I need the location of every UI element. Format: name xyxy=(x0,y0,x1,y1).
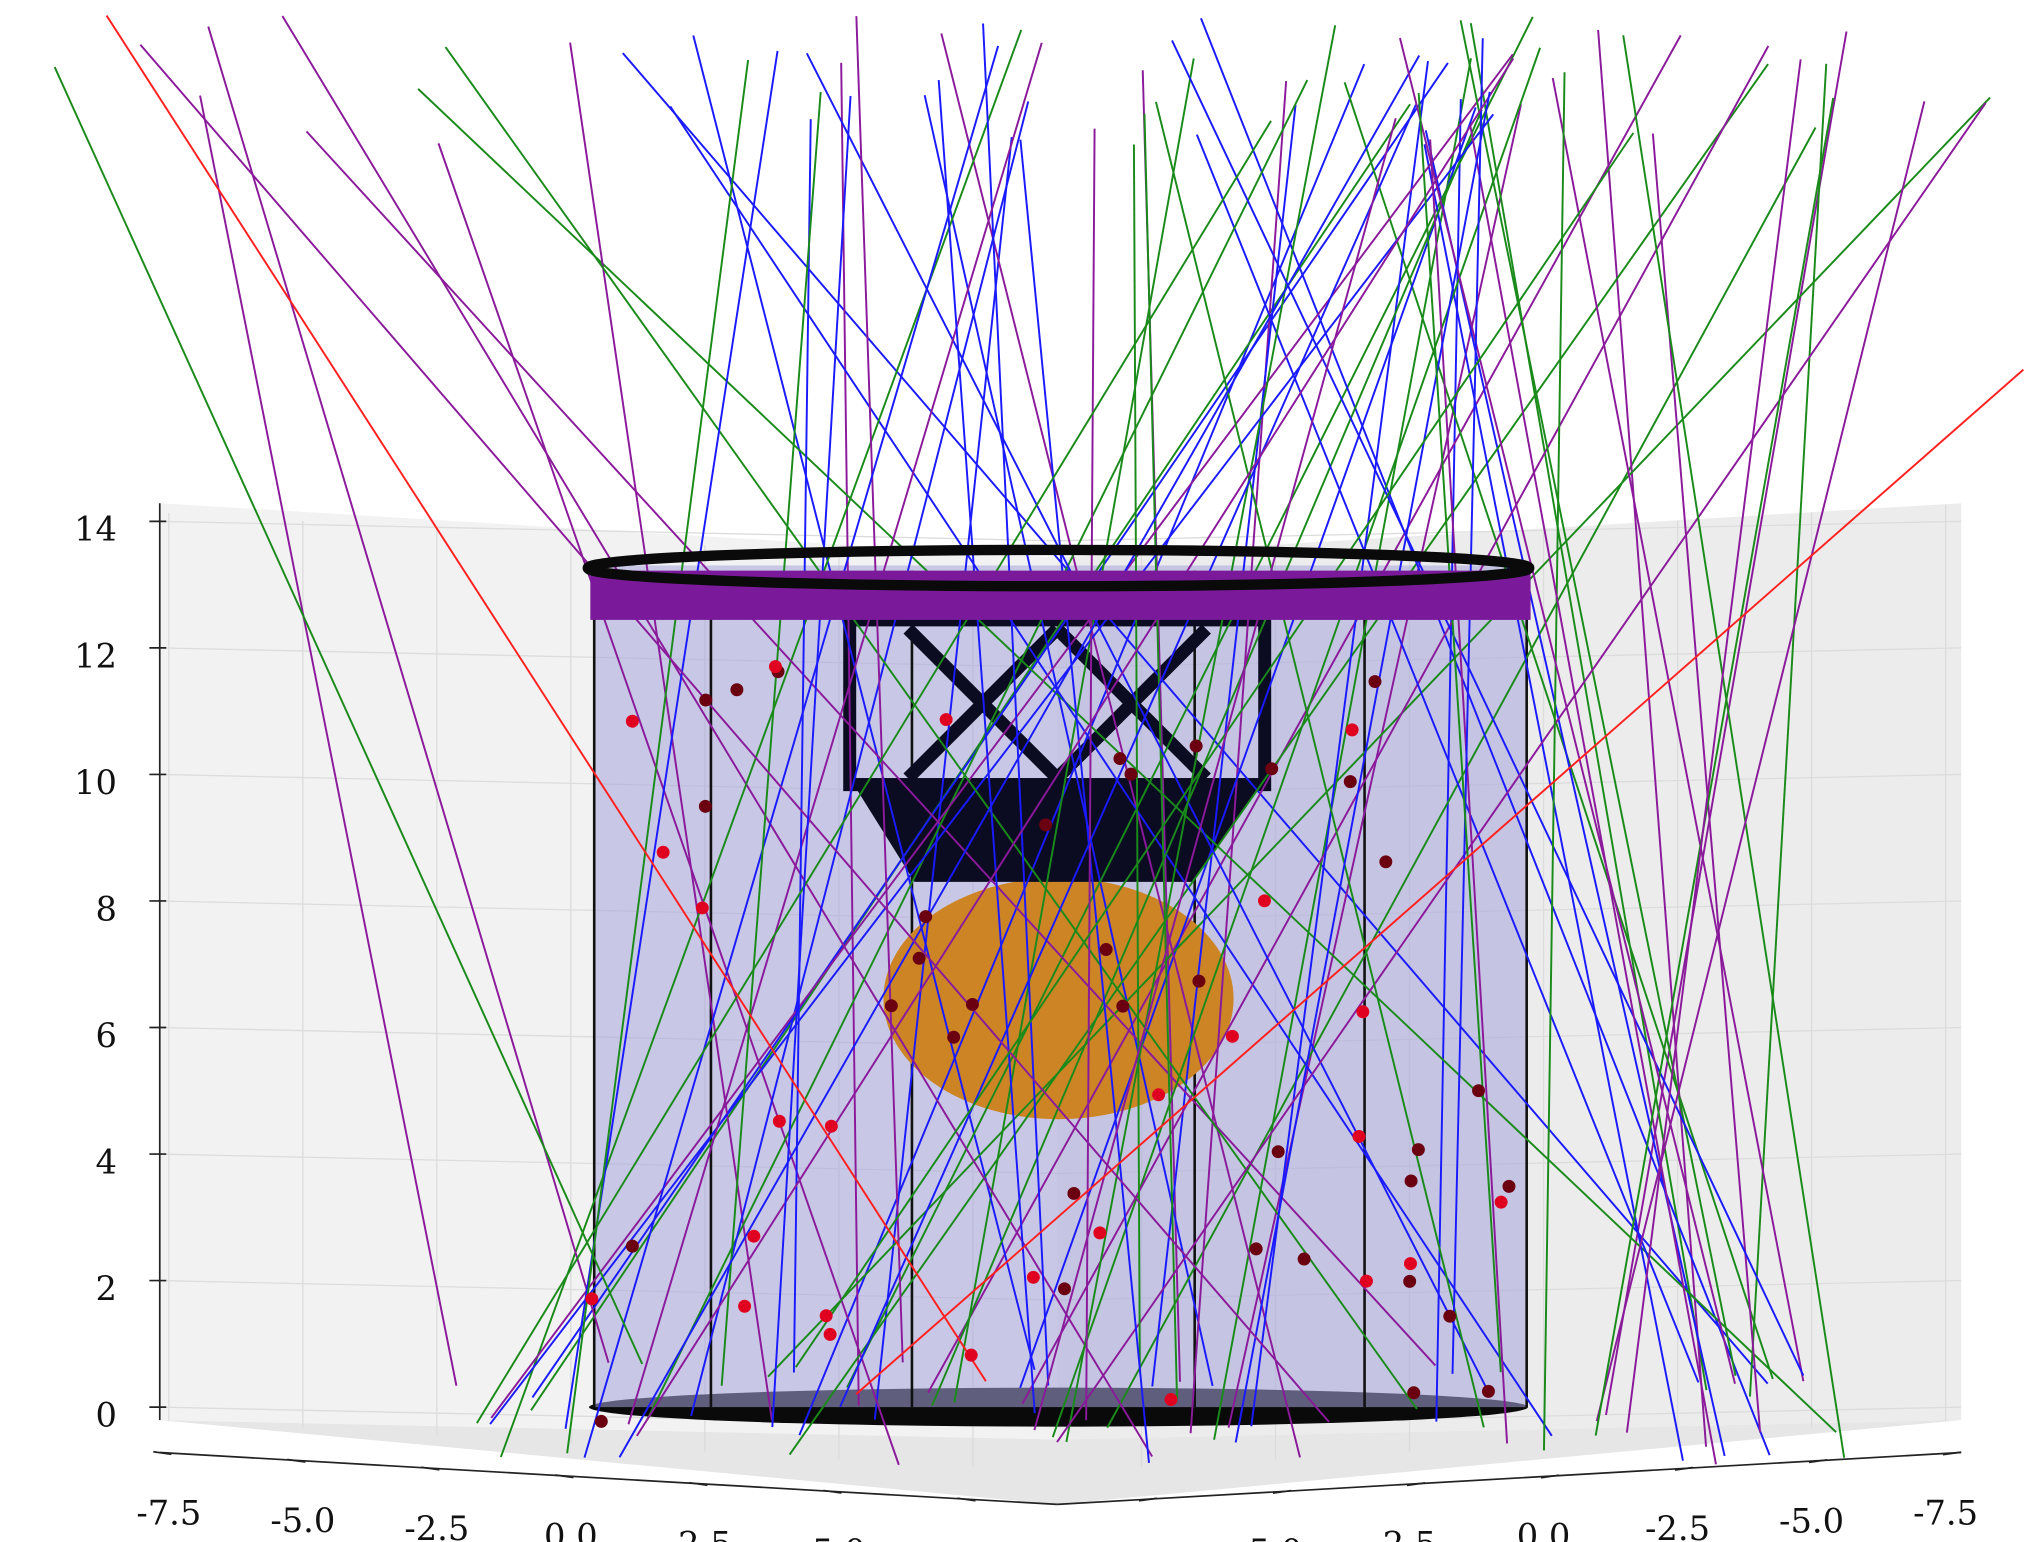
hit-point xyxy=(913,952,926,965)
hit-point xyxy=(1067,1187,1080,1200)
hit-point xyxy=(1093,1226,1106,1239)
hit-point xyxy=(1152,1088,1165,1101)
hit-point xyxy=(585,1292,598,1305)
hit-point xyxy=(1039,818,1052,831)
hit-point xyxy=(1272,1145,1285,1158)
hit-point xyxy=(595,1415,608,1428)
hit-point xyxy=(1405,1174,1418,1187)
hit-point xyxy=(773,1115,786,1128)
hit-point xyxy=(1258,894,1271,907)
hit-point xyxy=(657,846,670,859)
x-tick-label: 2.5 xyxy=(678,1524,732,1542)
hit-point xyxy=(1116,1000,1129,1013)
y-tick-label: -2.5 xyxy=(1645,1509,1710,1542)
hit-point xyxy=(1472,1084,1485,1097)
z-tick-label: 12 xyxy=(74,636,117,675)
hit-point xyxy=(825,1120,838,1133)
hit-point xyxy=(966,998,979,1011)
hit-point xyxy=(1027,1271,1040,1284)
z-tick-label: 2 xyxy=(96,1269,117,1308)
hit-point xyxy=(824,1328,837,1341)
z-tick-label: 4 xyxy=(96,1142,117,1181)
x-tick-label: -5.0 xyxy=(270,1501,335,1540)
hit-point xyxy=(1058,1282,1071,1295)
hit-point xyxy=(1192,975,1205,988)
hit-point xyxy=(885,999,898,1012)
z-tick-label: 6 xyxy=(96,1016,117,1055)
hit-point xyxy=(1352,1130,1365,1143)
hit-point xyxy=(1356,1005,1369,1018)
hit-point xyxy=(769,660,782,673)
hit-point xyxy=(1346,723,1359,736)
hit-point xyxy=(1124,768,1137,781)
hit-point xyxy=(1495,1196,1508,1209)
hit-point xyxy=(1403,1275,1416,1288)
hit-point xyxy=(747,1230,760,1243)
hit-point xyxy=(1190,740,1203,753)
y-tick-label: -7.5 xyxy=(1913,1494,1978,1533)
x-tick-label: 5.0 xyxy=(812,1532,866,1542)
y-tick-label: 0.0 xyxy=(1517,1517,1571,1542)
hit-point xyxy=(696,901,709,914)
hit-point xyxy=(1407,1386,1420,1399)
chart: 02468101214-7.5-5.0-2.50.02.55.07.57.55.… xyxy=(0,0,2034,1542)
hit-point xyxy=(1502,1180,1515,1193)
hit-point xyxy=(820,1309,833,1322)
y-tick-label: -5.0 xyxy=(1779,1501,1844,1540)
hit-point xyxy=(1443,1310,1456,1323)
hit-point xyxy=(1298,1253,1311,1266)
hit-point xyxy=(1226,1030,1239,1043)
hit-point xyxy=(940,713,953,726)
hit-point xyxy=(947,1031,960,1044)
hit-point xyxy=(1404,1257,1417,1270)
hit-point xyxy=(1369,675,1382,688)
hit-point xyxy=(626,715,639,728)
hit-point xyxy=(1482,1385,1495,1398)
z-tick-label: 0 xyxy=(96,1395,117,1434)
hit-point xyxy=(1165,1393,1178,1406)
y-tick-label: 2.5 xyxy=(1383,1524,1437,1542)
hit-point xyxy=(730,683,743,696)
hit-point xyxy=(699,694,712,707)
hit-point xyxy=(1344,775,1357,788)
hit-point xyxy=(1265,762,1278,775)
hit-point xyxy=(1250,1242,1263,1255)
z-tick-label: 8 xyxy=(96,889,117,928)
z-tick-label: 14 xyxy=(74,510,117,549)
hit-point xyxy=(738,1300,751,1313)
y-tick-label: 5.0 xyxy=(1249,1532,1303,1542)
hit-point xyxy=(1412,1143,1425,1156)
hit-point xyxy=(626,1240,639,1253)
hit-point xyxy=(965,1349,978,1362)
hit-point xyxy=(1100,943,1113,956)
hit-point xyxy=(1113,752,1126,765)
z-tick-label: 10 xyxy=(74,763,117,802)
hit-point xyxy=(699,800,712,813)
hit-point xyxy=(919,910,932,923)
hit-point xyxy=(1379,855,1392,868)
x-tick-label: 0.0 xyxy=(544,1517,598,1542)
hit-point xyxy=(1360,1275,1373,1288)
x-tick-label: -2.5 xyxy=(404,1509,469,1542)
page: 02468101214-7.5-5.0-2.50.02.55.07.57.55.… xyxy=(0,0,2034,1542)
x-tick-label: -7.5 xyxy=(136,1493,201,1532)
